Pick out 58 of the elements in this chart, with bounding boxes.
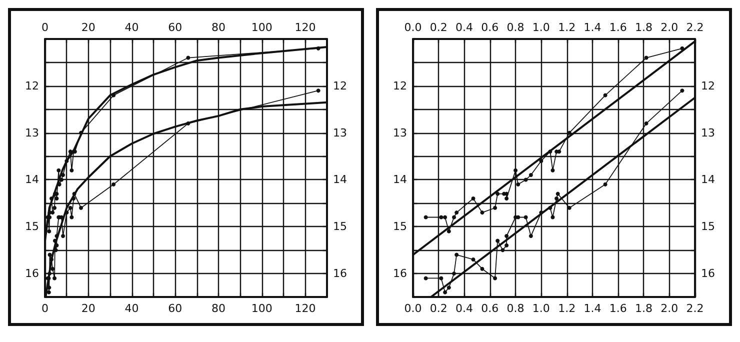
x2-tick-label: 80 [212, 21, 226, 34]
x-tick-label: 2.0 [660, 302, 678, 315]
x-tick-label: 0.4 [456, 302, 474, 315]
x2-tick-label: 1.2 [558, 21, 576, 34]
y2-tick-label: 14 [333, 173, 347, 186]
x2-tick-label: 1.8 [634, 21, 652, 34]
x2-tick-label: 1.4 [584, 21, 602, 34]
y2-tick-label: 16 [701, 267, 715, 280]
y-tick-label: 13 [25, 126, 39, 140]
x-tick-label: 120 [294, 302, 316, 315]
x-tick-label: 60 [168, 302, 182, 315]
y-tick-label: 15 [25, 220, 39, 234]
y-tick-label: 14 [393, 173, 407, 186]
x2-tick-label: 0 [42, 21, 48, 34]
y-tick-label: 14 [25, 173, 39, 186]
x-tick-label: 80 [212, 302, 226, 315]
y2-tick-label: 12 [701, 79, 715, 92]
y-tick-label: 16 [393, 267, 407, 280]
y2-tick-label: 14 [701, 173, 715, 186]
x-tick-label: 0 [42, 302, 48, 315]
x2-tick-label: 2.2 [686, 21, 704, 34]
x2-tick-label: 1.0 [532, 21, 550, 34]
x-tick-label: 0.6 [481, 302, 499, 315]
x-tick-label: 1.0 [532, 302, 550, 315]
y2-tick-label: 13 [701, 126, 715, 140]
x2-tick-label: 0.4 [456, 21, 474, 34]
y-tick-label: 12 [25, 79, 39, 92]
x-tick-label: 2.2 [686, 302, 704, 315]
x2-tick-label: 40 [124, 21, 139, 34]
y2-tick-label: 12 [333, 79, 347, 92]
x2-tick-label: 20 [81, 21, 96, 34]
y-tick-label: 13 [393, 126, 407, 140]
x2-tick-label: 120 [294, 21, 316, 34]
x2-tick-label: 0.8 [506, 21, 524, 34]
x-tick-label: 0.2 [430, 302, 448, 315]
x-tick-label: 40 [124, 302, 139, 315]
x-tick-label: 0.8 [506, 302, 524, 315]
x2-tick-label: 0.2 [430, 21, 448, 34]
x-tick-label: 1.4 [584, 302, 602, 315]
x2-tick-label: 1.6 [609, 21, 627, 34]
x-tick-label: 1.2 [558, 302, 576, 315]
y2-tick-label: 16 [333, 267, 347, 280]
x-tick-label: 20 [81, 302, 96, 315]
y2-tick-label: 15 [701, 220, 715, 234]
x-tick-label: 1.8 [634, 302, 652, 315]
x-tick-label: 0.0 [404, 302, 422, 315]
y2-tick-label: 15 [333, 220, 347, 234]
x2-tick-label: 0.6 [481, 21, 499, 34]
y-tick-label: 16 [25, 267, 39, 280]
x-tick-label: 1.6 [609, 302, 627, 315]
x2-tick-label: 100 [251, 21, 272, 34]
x2-tick-label: 60 [168, 21, 182, 34]
y-tick-label: 15 [393, 220, 407, 234]
y2-tick-label: 13 [333, 126, 347, 140]
y-tick-label: 12 [393, 79, 407, 92]
x-tick-label: 100 [251, 302, 272, 315]
x2-tick-label: 0.0 [404, 21, 422, 34]
x2-tick-label: 2.0 [660, 21, 678, 34]
